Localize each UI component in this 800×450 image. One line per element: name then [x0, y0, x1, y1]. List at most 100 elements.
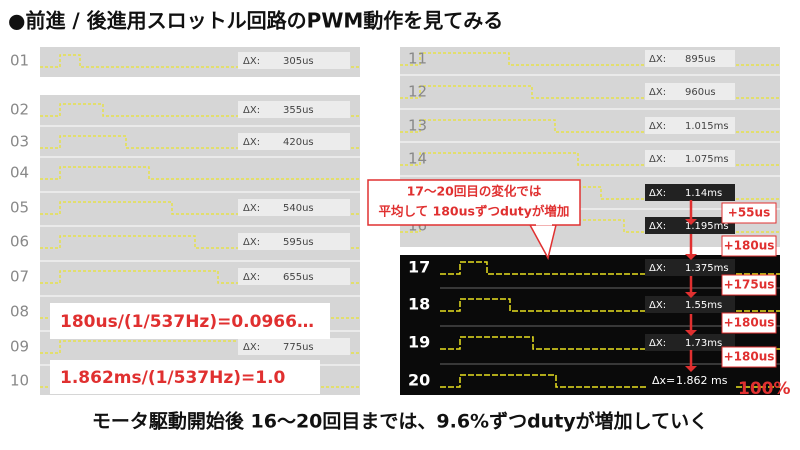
dx-prefix: ΔX: [649, 121, 666, 132]
callout-text: 17～20回目の変化では [407, 184, 542, 199]
waveform [440, 298, 780, 312]
row-number: 03 [10, 133, 29, 151]
waveform [400, 152, 780, 166]
row-number: 19 [408, 333, 430, 352]
row-number: 04 [10, 164, 29, 182]
dx-value: 775us [283, 342, 314, 353]
dx-prefix: ΔX: [649, 300, 666, 311]
waveform [440, 336, 780, 350]
increment-label: +55us [728, 206, 770, 220]
waveform [400, 85, 780, 99]
dx-value: 1.015ms [685, 121, 729, 132]
dx-box [645, 150, 735, 167]
increment-label: +180us [724, 316, 775, 330]
row-number: 01 [10, 52, 29, 70]
increment-box [721, 235, 777, 257]
dx-box [238, 133, 350, 150]
increment-label: +180us [724, 239, 775, 253]
waveform [40, 235, 360, 249]
row-number: 17 [408, 258, 430, 277]
waveform [40, 340, 360, 354]
dx-value: 1.195ms [685, 221, 729, 232]
row-number: 11 [408, 50, 427, 68]
dx-value: 1.375ms [685, 263, 729, 274]
callout-box [367, 179, 581, 226]
arrow-head [685, 366, 697, 372]
footer-text: モータ駆動開始後 16～20回目までは、9.6%ずつdutyが増加していく [92, 410, 708, 433]
waveform [40, 103, 360, 117]
formula: 180us/(1/537Hz)=0.0966… [60, 312, 314, 332]
row-number: 10 [10, 372, 29, 390]
dx-prefix: Δx= [652, 374, 675, 387]
increment-box [721, 312, 777, 334]
row-number: 06 [10, 233, 29, 251]
row-number: 09 [10, 338, 29, 356]
dx-box [238, 268, 350, 285]
row-number: 07 [10, 268, 29, 286]
dx-value: 655us [283, 272, 314, 283]
increment-box [721, 202, 777, 224]
dx-prefix: ΔX: [243, 272, 260, 283]
dx-box [645, 217, 735, 234]
dx-box [238, 101, 350, 118]
row-number: 13 [408, 117, 427, 135]
waveform [400, 219, 780, 233]
formula: 1.862ms/(1/537Hz)=1.0 [60, 368, 286, 388]
row-number: 20 [408, 371, 430, 390]
waveform [40, 166, 360, 180]
waveform [440, 374, 780, 388]
dx-prefix: ΔX: [649, 263, 666, 274]
increment-box [721, 346, 777, 368]
row-number: 14 [408, 150, 427, 168]
dx-prefix: ΔX: [243, 56, 260, 67]
dx-box [238, 233, 350, 250]
dx-value: 1.075ms [685, 154, 729, 165]
dx-prefix: ΔX: [243, 203, 260, 214]
dx-box [645, 184, 735, 201]
row-number: 02 [10, 101, 29, 119]
dx-prefix: ΔX: [649, 87, 666, 98]
dx-prefix: ΔX: [243, 137, 260, 148]
formula-box [50, 360, 320, 394]
dx-prefix: ΔX: [243, 105, 260, 116]
waveform [40, 135, 360, 149]
dx-prefix: ΔX: [243, 342, 260, 353]
waveform [400, 119, 780, 133]
dx-box [645, 334, 735, 351]
dx-value: 1.14ms [685, 188, 722, 199]
dx-value: 1.73ms [685, 338, 722, 349]
row-number: 05 [10, 199, 29, 217]
waveform [400, 52, 780, 66]
dx-value: 355us [283, 105, 314, 116]
dx-prefix: ΔX: [649, 154, 666, 165]
dx-value: 595us [283, 237, 314, 248]
scope-panel-dark [400, 255, 780, 395]
dx-box [648, 372, 734, 389]
dx-prefix: ΔX: [649, 338, 666, 349]
dx-prefix: ΔX: [649, 188, 666, 199]
dx-value: 540us [283, 203, 314, 214]
waveform [40, 201, 360, 215]
dx-value: 1.862 ms [676, 374, 728, 387]
dx-prefix: ΔX: [649, 221, 666, 232]
increment-box [721, 274, 777, 296]
dx-box [645, 50, 735, 67]
callout-text: 平均して 180usずつdutyが増加 [379, 204, 570, 219]
dx-value: 1.55ms [685, 300, 722, 311]
row-number: 12 [408, 83, 427, 101]
dx-value: 305us [283, 56, 314, 67]
formula-box [50, 303, 330, 339]
dx-box [645, 83, 735, 100]
dx-value: 895us [685, 54, 716, 65]
dx-box [238, 338, 350, 355]
dx-box [238, 52, 350, 69]
arrow-head [685, 219, 697, 225]
arrow-head [685, 254, 697, 260]
waveform [440, 261, 780, 275]
arrow-head [685, 292, 697, 298]
dx-box [645, 259, 735, 276]
dx-prefix: ΔX: [649, 54, 666, 65]
dx-value: 420us [283, 137, 314, 148]
dx-box [645, 296, 735, 313]
